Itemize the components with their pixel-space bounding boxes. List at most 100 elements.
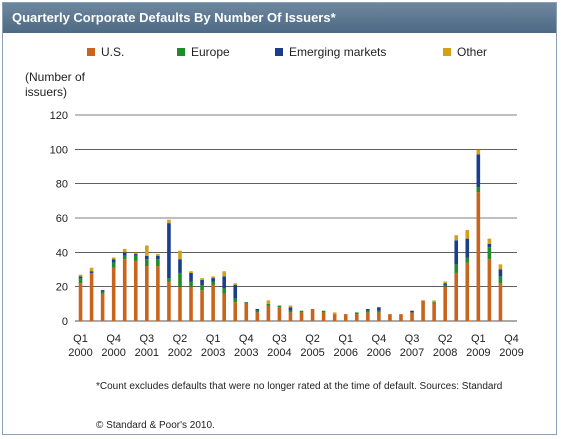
footnote: *Count excludes defaults that were no lo… bbox=[96, 381, 503, 392]
bar-q3-2003-series-3 bbox=[233, 283, 238, 285]
bar-q1-2000-series-0 bbox=[78, 283, 83, 321]
bar-q1-2000-series-3 bbox=[78, 274, 83, 277]
bar-q3-2001-series-2 bbox=[145, 255, 149, 260]
bar-q1-2000-series-2 bbox=[78, 276, 83, 279]
x-tick-year-39: 2009 bbox=[499, 347, 523, 359]
legend-label-europe: Europe bbox=[191, 45, 230, 59]
bar-q1-2009-series-1 bbox=[476, 187, 481, 193]
bar-q3-2008-series-1 bbox=[454, 264, 459, 273]
x-tick-year-21: 2005 bbox=[300, 347, 324, 359]
legend-item-emerging-markets: Emerging markets bbox=[275, 45, 386, 59]
bar-q2-2006-series-0 bbox=[354, 314, 359, 321]
bar-q3-2000-series-2 bbox=[100, 290, 105, 292]
legend-item-other: Other bbox=[443, 45, 487, 59]
x-tick-quarter-6: Q3 bbox=[139, 333, 154, 345]
bar-q2-2003-series-2 bbox=[222, 276, 226, 289]
bar-q3-2006-series-2 bbox=[366, 308, 370, 311]
bar-q4-2004-series-0 bbox=[288, 312, 293, 321]
bar-q4-2001-series-0 bbox=[156, 266, 160, 321]
bar-q3-2001-series-3 bbox=[145, 245, 149, 256]
bar-q4-2002-series-3 bbox=[200, 278, 204, 280]
bar-q2-2004-series-3 bbox=[266, 300, 271, 304]
x-tick-quarter-3: Q4 bbox=[106, 333, 121, 345]
bar-q3-2008-series-2 bbox=[454, 240, 459, 265]
bar-q2-2004-series-0 bbox=[266, 305, 271, 321]
bar-q4-2005-series-3 bbox=[332, 312, 337, 315]
bar-q3-2003-series-1 bbox=[233, 298, 238, 303]
x-tick-quarter-33: Q2 bbox=[438, 333, 453, 345]
bar-q3-2005-series-0 bbox=[321, 312, 326, 321]
bar-q4-2003-series-0 bbox=[244, 303, 249, 321]
bar-q1-2006-series-0 bbox=[343, 314, 348, 321]
bar-q2-2001-series-1 bbox=[133, 255, 138, 261]
legend-label-other: Other bbox=[457, 45, 488, 59]
title-bar: Quarterly Corporate Defaults By Number O… bbox=[3, 3, 556, 33]
bar-q3-2008-series-3 bbox=[454, 235, 459, 241]
bar-q1-2008-series-1 bbox=[432, 302, 436, 304]
bar-q2-2000-series-3 bbox=[89, 267, 94, 272]
bar-q3-2008-series-0 bbox=[454, 272, 459, 321]
legend-item-us: U.S. bbox=[87, 45, 124, 59]
bar-q2-2001-series-0 bbox=[133, 260, 138, 321]
bar-q1-2001-series-0 bbox=[122, 259, 127, 321]
bar-q3-2007-series-2 bbox=[410, 310, 414, 313]
bar-q2-2002-series-2 bbox=[178, 259, 182, 273]
x-tick-quarter-12: Q1 bbox=[206, 333, 221, 345]
bar-q2-2009-series-1 bbox=[487, 247, 492, 260]
bar-q1-2001-series-1 bbox=[122, 255, 127, 260]
x-tick-quarter-21: Q2 bbox=[305, 333, 320, 345]
bar-q1-2002-series-0 bbox=[167, 281, 171, 321]
bar-q1-2001-series-3 bbox=[122, 248, 127, 253]
bar-q4-2002-series-0 bbox=[200, 290, 204, 321]
bar-q4-2000-series-3 bbox=[111, 257, 116, 260]
bar-q4-2008-series-3 bbox=[465, 230, 470, 239]
legend-swatch-other bbox=[443, 48, 451, 56]
y-tick-label-80: 80 bbox=[56, 179, 68, 191]
bar-q2-2003-series-3 bbox=[222, 271, 226, 277]
y-axis-label: (Number of issuers) bbox=[25, 70, 86, 99]
x-tick-year-33: 2008 bbox=[433, 347, 457, 359]
x-tick-year-0: 2000 bbox=[68, 347, 92, 359]
bar-q2-2004-series-1 bbox=[266, 303, 271, 306]
bar-q4-2006-series-0 bbox=[377, 312, 381, 321]
bar-q1-2004-series-1 bbox=[255, 310, 260, 313]
x-tick-year-12: 2003 bbox=[201, 347, 225, 359]
legend-label-emerging-markets: Emerging markets bbox=[289, 45, 387, 59]
y-tick-label-60: 60 bbox=[56, 213, 68, 225]
y-tick-label-20: 20 bbox=[56, 282, 68, 294]
bar-q3-2004-series-1 bbox=[277, 305, 282, 308]
x-tick-year-18: 2004 bbox=[267, 347, 291, 359]
bar-q2-2002-series-0 bbox=[178, 286, 182, 321]
bar-q3-2002-series-2 bbox=[189, 272, 193, 282]
bar-q1-2004-series-2 bbox=[255, 308, 260, 311]
bar-q4-2006-series-2 bbox=[377, 307, 381, 311]
legend: U.S. Europe Emerging markets Other bbox=[3, 45, 556, 61]
bar-q2-2001-series-3 bbox=[133, 252, 138, 255]
bar-q4-2003-series-1 bbox=[244, 302, 249, 304]
bar-q4-2001-series-3 bbox=[156, 254, 160, 256]
x-tick-quarter-0: Q1 bbox=[73, 333, 88, 345]
bar-q1-2008-series-3 bbox=[432, 300, 436, 303]
bar-q3-2002-series-1 bbox=[189, 281, 193, 287]
bar-q2-2006-series-1 bbox=[354, 312, 359, 315]
bar-q1-2003-series-3 bbox=[211, 276, 215, 279]
x-tick-quarter-39: Q4 bbox=[504, 333, 519, 345]
bar-q3-2009-series-1 bbox=[498, 276, 503, 284]
bar-q3-2005-series-1 bbox=[321, 310, 326, 313]
bar-q3-2000-series-0 bbox=[100, 293, 105, 321]
bar-q3-2007-series-0 bbox=[410, 312, 414, 321]
bar-q2-2009-series-3 bbox=[487, 238, 492, 244]
x-tick-quarter-36: Q1 bbox=[471, 333, 486, 345]
legend-swatch-europe bbox=[177, 48, 185, 56]
bar-q3-2009-series-2 bbox=[498, 269, 503, 277]
bar-q4-2008-series-1 bbox=[465, 257, 470, 263]
x-tick-quarter-18: Q3 bbox=[272, 333, 287, 345]
bar-q1-2003-series-1 bbox=[211, 281, 215, 285]
x-tick-year-27: 2006 bbox=[367, 347, 391, 359]
bar-q2-2009-series-2 bbox=[487, 243, 492, 248]
gridlines bbox=[75, 114, 517, 322]
x-tick-quarter-24: Q1 bbox=[338, 333, 353, 345]
bar-q4-2002-series-2 bbox=[200, 279, 204, 285]
bar-q1-2008-series-0 bbox=[432, 303, 436, 321]
bar-q1-2009-series-2 bbox=[476, 154, 481, 188]
